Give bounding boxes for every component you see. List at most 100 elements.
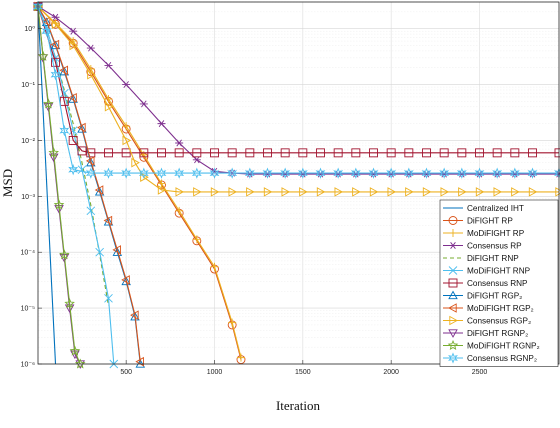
marker-hexagram bbox=[492, 167, 503, 179]
marker-triangle-left bbox=[103, 215, 113, 226]
marker-square bbox=[59, 96, 69, 106]
marker-triangle-right bbox=[281, 187, 291, 197]
series-line bbox=[37, 6, 141, 362]
marker-triangle-left bbox=[68, 93, 77, 103]
marker-triangle-right bbox=[51, 19, 61, 30]
marker-hexagram bbox=[439, 167, 450, 179]
marker-triangle-up bbox=[41, 17, 52, 26]
legend-label: Consensus RGP₂ bbox=[467, 317, 531, 326]
marker-hexagram bbox=[156, 167, 167, 179]
marker-star bbox=[74, 358, 86, 369]
marker-triangle-left bbox=[448, 303, 457, 313]
marker-triangle-right bbox=[458, 187, 467, 197]
marker-asterisk bbox=[51, 13, 60, 21]
marker-hexagram bbox=[403, 167, 414, 179]
marker-star bbox=[59, 249, 70, 260]
marker-triangle-right bbox=[352, 187, 361, 197]
series-7 bbox=[33, 1, 560, 158]
marker-triangle-right bbox=[193, 187, 202, 197]
marker-hexagram bbox=[50, 69, 61, 81]
marker-hexagram bbox=[368, 167, 379, 179]
marker-square bbox=[121, 148, 131, 158]
marker-triangle-up bbox=[112, 247, 123, 256]
marker-plus bbox=[210, 262, 219, 271]
marker-triangle-right bbox=[316, 187, 326, 197]
marker-hexagram bbox=[297, 167, 308, 179]
marker-triangle-left bbox=[94, 185, 104, 195]
x-tick-label: 1000 bbox=[207, 369, 223, 376]
marker-cross bbox=[104, 293, 113, 303]
marker-triangle-right bbox=[528, 187, 538, 197]
marker-hexagram bbox=[41, 25, 52, 37]
marker-triangle-right bbox=[555, 187, 560, 197]
marker-plus bbox=[157, 179, 166, 188]
marker-square bbox=[139, 148, 149, 158]
marker-asterisk bbox=[192, 156, 201, 164]
series-3 bbox=[34, 2, 245, 362]
marker-triangle-right bbox=[493, 187, 503, 197]
marker-hexagram bbox=[68, 163, 79, 176]
marker-triangle-right bbox=[387, 187, 397, 197]
marker-square bbox=[86, 148, 96, 158]
marker-triangle-right bbox=[104, 102, 114, 112]
marker-plus bbox=[228, 318, 237, 327]
legend-label: Consensus RNP bbox=[467, 279, 528, 288]
marker-hexagram bbox=[103, 167, 114, 179]
x-tick-label: 500 bbox=[120, 369, 132, 376]
x-tick-label: 1500 bbox=[295, 369, 311, 376]
marker-plus bbox=[449, 229, 457, 237]
marker-square bbox=[51, 57, 60, 67]
marker-square bbox=[422, 148, 431, 158]
marker-hexagram bbox=[456, 167, 467, 179]
marker-square bbox=[157, 148, 166, 158]
marker-square bbox=[351, 148, 361, 158]
series-line bbox=[37, 6, 559, 154]
marker-hexagram bbox=[386, 167, 397, 179]
marker-square bbox=[386, 148, 396, 158]
marker-triangle-right bbox=[246, 187, 255, 197]
x-axis-label: Iteration bbox=[276, 398, 321, 413]
marker-hexagram bbox=[448, 352, 458, 364]
series-1 bbox=[37, 6, 57, 365]
y-tick-label: 10⁻⁵ bbox=[21, 306, 35, 313]
marker-triangle-right bbox=[87, 69, 96, 80]
marker-asterisk bbox=[104, 61, 113, 69]
marker-triangle-right bbox=[449, 315, 458, 326]
marker-hexagram bbox=[262, 167, 273, 179]
marker-triangle-left bbox=[121, 275, 130, 285]
legend-label: DiFIGHT RGP₂ bbox=[467, 292, 522, 301]
marker-triangle-right bbox=[475, 187, 485, 197]
marker-plus bbox=[236, 353, 245, 362]
marker-cross bbox=[86, 206, 96, 216]
marker-square bbox=[369, 148, 378, 158]
marker-plus bbox=[122, 122, 131, 131]
marker-hexagram bbox=[350, 167, 361, 179]
marker-square bbox=[192, 148, 202, 158]
marker-square bbox=[316, 148, 325, 158]
marker-triangle-right bbox=[440, 187, 450, 197]
marker-star bbox=[53, 199, 65, 210]
marker-hexagram bbox=[509, 167, 520, 179]
marker-plus bbox=[192, 235, 201, 244]
marker-hexagram bbox=[474, 167, 485, 179]
legend-label: Centralized IHT bbox=[467, 204, 524, 213]
marker-star bbox=[64, 298, 75, 309]
marker-triangle-down bbox=[448, 329, 458, 338]
marker-asterisk bbox=[122, 81, 131, 89]
legend-label: MoDiFIGHT RNP bbox=[467, 267, 531, 276]
series-line bbox=[37, 6, 559, 174]
legend-label: DiFIGHT RNP bbox=[467, 254, 519, 263]
marker-star bbox=[43, 98, 54, 109]
marker-plus bbox=[175, 206, 184, 215]
marker-hexagram bbox=[138, 167, 149, 179]
y-tick-label: 10⁻¹ bbox=[21, 82, 35, 89]
series-13 bbox=[33, 0, 560, 179]
marker-square bbox=[227, 148, 237, 158]
marker-triangle-right bbox=[210, 187, 220, 197]
marker-hexagram bbox=[244, 167, 255, 179]
marker-triangle-left bbox=[59, 65, 68, 76]
series-9 bbox=[33, 1, 144, 367]
marker-hexagram bbox=[59, 124, 70, 137]
marker-square bbox=[404, 148, 414, 158]
series-line bbox=[37, 6, 81, 365]
